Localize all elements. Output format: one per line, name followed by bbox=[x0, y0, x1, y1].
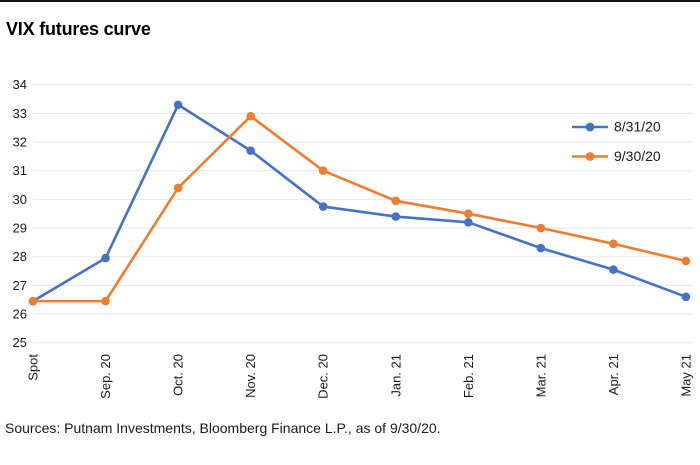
y-axis-tick-label: 30 bbox=[13, 192, 27, 207]
x-axis-tick-label: Apr. 21 bbox=[606, 354, 621, 395]
x-axis-tick-label: Nov. 20 bbox=[243, 354, 258, 398]
x-axis-tick-label: May 21 bbox=[678, 354, 693, 397]
legend-dot-swatch-1 bbox=[585, 152, 595, 161]
top-border-rule bbox=[0, 0, 700, 2]
series-point-0-5 bbox=[391, 212, 401, 221]
y-axis-tick-label: 27 bbox=[13, 278, 27, 293]
y-axis-tick-label: 34 bbox=[13, 77, 27, 92]
y-axis-tick-label: 32 bbox=[13, 135, 27, 150]
series-point-1-8 bbox=[609, 239, 618, 249]
series-point-1-5 bbox=[391, 196, 401, 206]
series-point-0-1 bbox=[101, 253, 110, 263]
series-point-1-2 bbox=[173, 183, 183, 193]
series-point-0-6 bbox=[464, 218, 473, 227]
series-point-0-8 bbox=[609, 265, 618, 274]
series-point-1-6 bbox=[464, 209, 473, 219]
series-line-1 bbox=[31, 114, 688, 303]
legend-label-1: 9/30/20 bbox=[614, 148, 661, 164]
y-axis-tick-label: 31 bbox=[13, 163, 27, 178]
x-axis-tick-label: Sep. 20 bbox=[98, 354, 113, 399]
series-point-1-4 bbox=[318, 166, 328, 176]
series-point-1-1 bbox=[101, 296, 110, 306]
source-note: Sources: Putnam Investments, Bloomberg F… bbox=[5, 420, 441, 436]
chart-title: VIX futures curve bbox=[6, 19, 151, 39]
x-axis-tick-label: Jan. 21 bbox=[388, 354, 403, 397]
series-point-0-4 bbox=[318, 202, 328, 211]
x-axis-tick-label: Mar. 21 bbox=[533, 354, 548, 397]
series-point-1-9 bbox=[681, 256, 691, 266]
y-axis-tick-label: 33 bbox=[13, 106, 27, 121]
legend-dot-swatch-0 bbox=[585, 122, 595, 132]
y-axis-tick-label: 28 bbox=[13, 249, 27, 264]
series-point-0-7 bbox=[536, 243, 546, 253]
x-axis-tick-label: Spot bbox=[26, 354, 41, 381]
legend-label-0: 8/31/20 bbox=[614, 119, 661, 135]
x-axis-tick-label: Dec. 20 bbox=[316, 354, 331, 399]
y-axis-tick-label: 29 bbox=[13, 221, 27, 236]
x-axis-tick-label: Oct. 20 bbox=[171, 354, 186, 396]
series-point-0-3 bbox=[246, 146, 255, 155]
series-line-0 bbox=[31, 103, 688, 303]
y-axis-tick-label: 25 bbox=[13, 335, 27, 350]
series-point-0-2 bbox=[173, 100, 183, 110]
series-point-1-3 bbox=[246, 111, 255, 121]
y-axis-tick-label: 26 bbox=[13, 307, 27, 322]
series-point-0-9 bbox=[681, 292, 691, 302]
series-point-1-0 bbox=[28, 296, 38, 306]
series-point-1-7 bbox=[536, 223, 546, 233]
x-axis-tick-label: Feb. 21 bbox=[461, 354, 476, 398]
